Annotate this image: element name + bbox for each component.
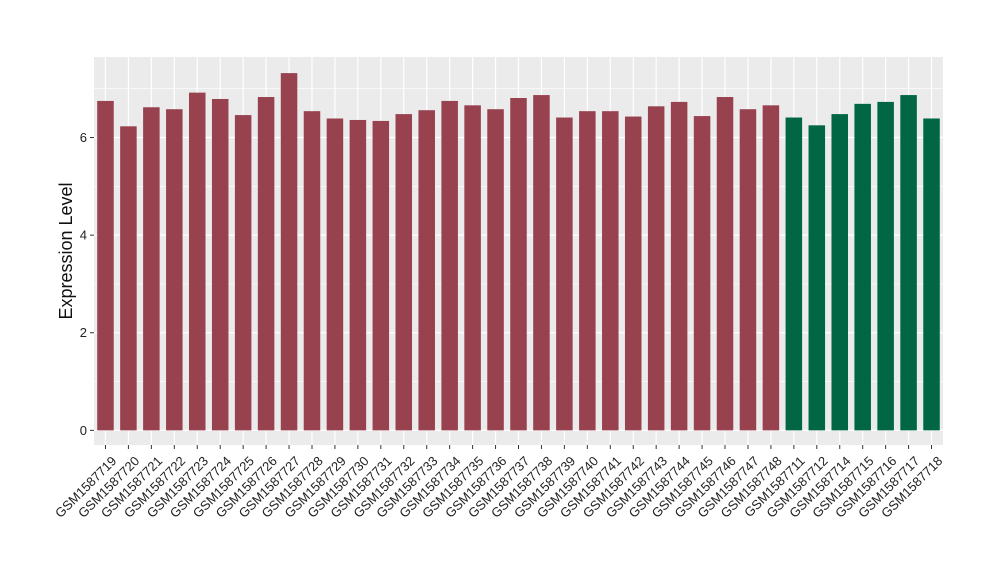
bar-GSM1587711 [785, 117, 803, 431]
bar-GSM1587717 [900, 95, 917, 431]
bar-GSM1587740 [579, 111, 596, 431]
bar-GSM1587720 [120, 126, 137, 431]
bar-GSM1587728 [303, 111, 321, 431]
bar-GSM1587721 [143, 107, 160, 431]
bar-GSM1587745 [693, 116, 711, 431]
bar-GSM1587727 [280, 73, 298, 431]
bar-GSM1587733 [418, 110, 435, 431]
bar-GSM1587743 [647, 106, 665, 431]
y-tick-label: 6 [80, 130, 87, 145]
bar-GSM1587741 [602, 111, 619, 431]
bar-GSM1587729 [326, 118, 344, 431]
y-tick-label: 4 [80, 228, 87, 243]
bar-series [97, 73, 940, 431]
bar-GSM1587748 [762, 105, 780, 431]
y-tick-label: 0 [80, 423, 87, 438]
bar-GSM1587737 [510, 97, 527, 431]
bar-GSM1587735 [464, 105, 481, 431]
bar-GSM1587718 [923, 118, 940, 431]
bar-GSM1587719 [97, 100, 114, 431]
bar-GSM1587734 [441, 100, 458, 431]
bar-GSM1587723 [188, 92, 206, 431]
bar-GSM1587714 [831, 114, 849, 431]
bar-GSM1587738 [533, 95, 550, 431]
bar-GSM1587732 [395, 114, 413, 431]
bar-GSM1587712 [808, 125, 826, 431]
y-tick-label: 2 [80, 325, 87, 340]
bar-GSM1587726 [257, 97, 275, 431]
bar-GSM1587731 [372, 120, 390, 431]
bar-GSM1587746 [716, 97, 734, 431]
x-axis: GSM1587719GSM1587720GSM1587721GSM1587722… [52, 445, 945, 521]
bar-GSM1587715 [854, 103, 871, 431]
bar-GSM1587725 [234, 115, 252, 431]
y-axis: 0 2 4 6 [80, 130, 94, 438]
y-axis-title: Expression Level [56, 182, 76, 319]
bar-GSM1587730 [349, 119, 367, 431]
bar-GSM1587744 [670, 101, 688, 431]
bar-GSM1587724 [211, 98, 229, 431]
bar-GSM1587742 [624, 116, 642, 431]
bar-GSM1587739 [556, 117, 573, 431]
bar-GSM1587716 [877, 101, 894, 431]
bar-GSM1587747 [739, 109, 757, 431]
bar-GSM1587736 [487, 109, 504, 431]
bar-GSM1587722 [166, 109, 183, 431]
